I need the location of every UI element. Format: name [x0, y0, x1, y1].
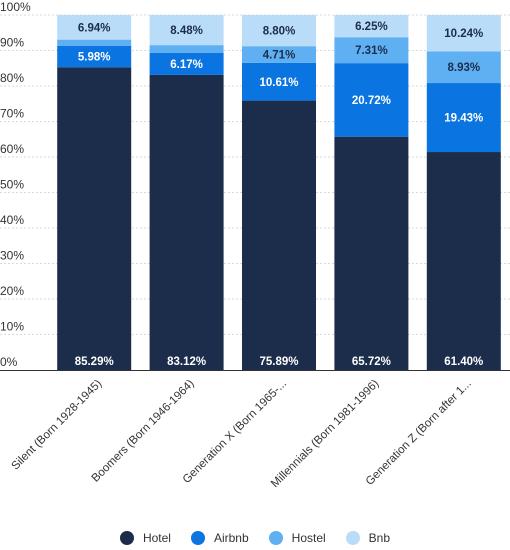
bar-segment-airbnb	[334, 63, 409, 137]
legend-swatch-icon	[345, 531, 360, 545]
data-label-hostel: 4.71%	[263, 50, 296, 62]
bar-segment-airbnb	[242, 62, 316, 101]
y-tick-label: 40%	[0, 213, 24, 227]
bar-segment-hostel	[426, 51, 501, 84]
bar-segment-bnb	[242, 14, 316, 47]
bar-segment-bnb	[426, 15, 501, 52]
bar-segment-bnb	[334, 15, 409, 38]
data-label-bnb: 10.24%	[444, 28, 483, 40]
legend: Hotel Airbnb Hostel Bnb	[0, 526, 510, 550]
legend-swatch-icon	[268, 531, 283, 545]
bar-segment-bnb	[57, 15, 132, 40]
data-label-bnb: 6.94%	[78, 22, 111, 34]
bar-segment-hostel	[242, 46, 316, 63]
bar-segment-bnb	[149, 15, 224, 46]
y-tick-label: 30%	[0, 249, 24, 263]
legend-item-airbnb[interactable]: Airbnb	[190, 531, 249, 545]
legend-label: Hostel	[291, 531, 326, 545]
y-tick-label: 20%	[0, 284, 24, 298]
data-label-hostel: 8.93%	[447, 62, 480, 74]
y-tick-label: 70%	[0, 107, 24, 121]
bar-segment-hostel	[57, 39, 132, 46]
y-tick-label: 90%	[0, 36, 24, 50]
bar-segment-airbnb	[426, 83, 501, 153]
bar-segment-airbnb	[57, 45, 132, 68]
segment-data-labels: 85.29% 5.98% 6.94% 83.12% 6.17% 8.48% 75.89% 10…	[75, 21, 484, 368]
legend-label: Hotel	[142, 531, 171, 545]
data-label-hotel: 65.72%	[352, 356, 391, 368]
data-label-hostel: 7.31%	[355, 45, 388, 57]
data-label-airbnb: 10.61%	[259, 77, 298, 89]
y-tick-label: 50%	[0, 178, 24, 192]
data-label-airbnb: 20.72%	[352, 95, 391, 107]
stacked-bar-chart: 0% 10% 20% 30% 40% 50% 60% 70% 80% 90% 100% 85.29%…	[0, 0, 510, 491]
x-tick-label: Generation X (Born 1965-...	[181, 378, 289, 486]
x-tick-label: Millennials (Born 1981-1996)	[269, 378, 382, 491]
bar-segment-hotel	[242, 100, 316, 370]
legend-label: Airbnb	[213, 531, 249, 545]
bar-segments	[57, 14, 501, 371]
data-label-hotel: 75.89%	[259, 356, 298, 368]
legend-swatch-icon	[190, 531, 205, 545]
y-tick-label: 80%	[0, 71, 24, 85]
bar-segment-hotel	[149, 74, 224, 370]
legend-label: Bnb	[368, 531, 391, 545]
y-tick-label: 10%	[0, 320, 24, 334]
y-axis-tick-labels: 0% 10% 20% 30% 40% 50% 60% 70% 80% 90% 100%	[0, 0, 31, 369]
y-tick-label: 100%	[0, 0, 31, 14]
x-tick-label: Boomers (Born 1946-1964)	[90, 378, 197, 485]
x-tick-label: Generation Z (Born after 1...	[364, 378, 474, 488]
x-tick-label: Silent (Born 1928-1945)	[9, 378, 104, 473]
bar-segment-hostel	[149, 45, 224, 54]
data-label-bnb: 6.25%	[355, 21, 388, 33]
data-label-airbnb: 5.98%	[78, 52, 111, 64]
data-label-hotel: 61.40%	[444, 356, 483, 368]
data-label-airbnb: 6.17%	[170, 59, 203, 71]
bar-segment-airbnb	[149, 53, 224, 75]
data-label-bnb: 8.80%	[263, 26, 296, 38]
x-axis-tick-labels: Silent (Born 1928-1945)Boomers (Born 194…	[9, 378, 473, 491]
legend-swatch-icon	[119, 531, 134, 545]
bar-segment-hotel	[426, 152, 501, 370]
data-label-hotel: 83.12%	[167, 356, 206, 368]
bar-segment-hotel	[334, 136, 409, 370]
legend-item-hostel[interactable]: Hostel	[268, 531, 326, 545]
legend-item-bnb[interactable]: Bnb	[345, 531, 391, 545]
data-label-airbnb: 19.43%	[444, 113, 483, 125]
y-tick-label: 60%	[0, 142, 24, 156]
y-tick-label: 0%	[0, 355, 18, 369]
bar-segment-hotel	[57, 67, 132, 371]
data-label-bnb: 8.48%	[170, 25, 203, 37]
legend-item-hotel[interactable]: Hotel	[119, 531, 171, 545]
bar-segment-hostel	[334, 37, 409, 64]
data-label-hotel: 85.29%	[75, 356, 114, 368]
